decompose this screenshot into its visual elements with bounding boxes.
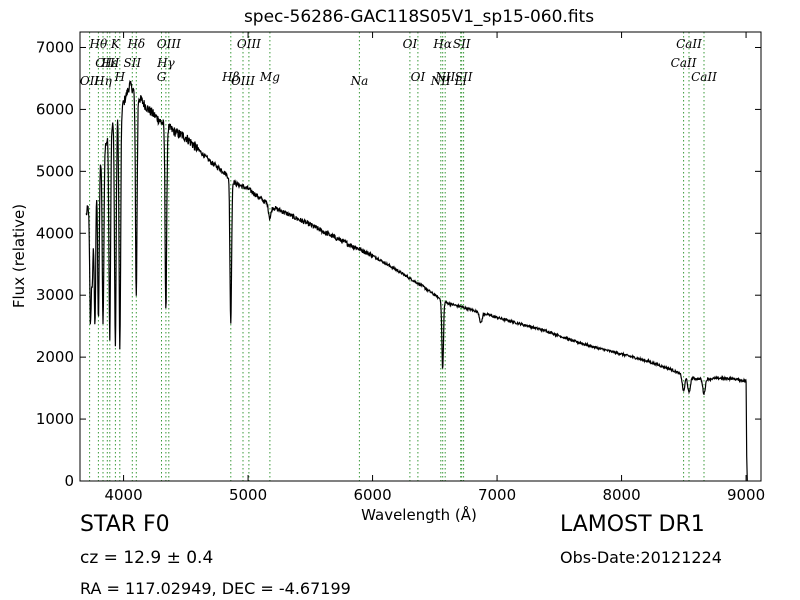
line-label-1: Hθ bbox=[89, 37, 108, 51]
line-label-8: Hδ bbox=[126, 37, 145, 51]
line-label-3: Hη bbox=[93, 74, 112, 88]
y-tick-label-1: 1000 bbox=[36, 410, 74, 428]
line-label-25: CaII bbox=[671, 56, 697, 70]
x-tick-label-0: 4000 bbox=[104, 486, 142, 504]
y-axis-label: Flux (relative) bbox=[10, 204, 28, 308]
x-axis-label: Wavelength (Å) bbox=[361, 505, 477, 524]
line-label-17: OI bbox=[403, 37, 418, 51]
survey-name: LAMOST DR1 bbox=[560, 512, 705, 537]
line-label-7: SII bbox=[123, 56, 141, 70]
spectral-line-markers bbox=[89, 32, 705, 481]
line-label-19: NII bbox=[430, 74, 451, 88]
line-label-27: CaII bbox=[691, 70, 717, 84]
line-label-4: Hε bbox=[100, 56, 118, 70]
chart-title: spec-56286-GAC118S05V1_sp15-060.fits bbox=[244, 7, 594, 27]
x-tick-label-3: 7000 bbox=[478, 486, 516, 504]
line-label-9: G bbox=[157, 70, 167, 84]
y-tick-label-7: 7000 bbox=[36, 38, 74, 56]
x-tick-label-5: 9000 bbox=[727, 486, 765, 504]
line-label-18: OI bbox=[411, 70, 426, 84]
line-label-16: Na bbox=[350, 74, 369, 88]
line-label-6: H bbox=[114, 70, 126, 84]
y-tick-label-5: 5000 bbox=[36, 162, 74, 180]
plot-frame bbox=[79, 31, 762, 482]
ra-dec-coordinates: RA = 117.02949, DEC = -4.67199 bbox=[80, 579, 351, 598]
object-class: STAR F0 bbox=[80, 512, 170, 537]
line-label-10: Hγ bbox=[156, 56, 175, 70]
line-label-20: Hα bbox=[432, 37, 452, 51]
line-label-0: OII bbox=[80, 74, 100, 88]
line-label-22: Li bbox=[454, 74, 467, 88]
line-label-21: NII bbox=[434, 70, 455, 84]
axis-ticks: 4000 5000 6000 7000 8000 9000 0 1000 2000 3000 400… bbox=[36, 32, 765, 504]
x-tick-label-2: 6000 bbox=[353, 486, 391, 504]
y-tick-label-0: 0 bbox=[64, 472, 74, 490]
redshift-cz: cz = 12.9 ± 0.4 bbox=[80, 548, 214, 568]
line-label-12: Hβ bbox=[221, 70, 239, 84]
line-label-5: K bbox=[110, 37, 121, 51]
x-tick-label-4: 8000 bbox=[602, 486, 640, 504]
line-label-14: OIII bbox=[237, 37, 261, 51]
y-tick-label-2: 2000 bbox=[36, 348, 74, 366]
line-label-23: SII bbox=[453, 37, 471, 51]
line-label-13: OIII bbox=[231, 74, 255, 88]
line-label-15: Mg bbox=[259, 70, 280, 84]
y-tick-label-3: 3000 bbox=[36, 286, 74, 304]
observation-date: Obs-Date:20121224 bbox=[560, 548, 722, 567]
line-label-26: CaII bbox=[676, 37, 702, 51]
y-tick-label-6: 6000 bbox=[36, 100, 74, 118]
line-label-24: SII bbox=[455, 70, 473, 84]
y-tick-label-4: 4000 bbox=[36, 224, 74, 242]
x-tick-label-1: 5000 bbox=[229, 486, 267, 504]
line-label-11: OIII bbox=[157, 37, 181, 51]
line-label-2: OIII bbox=[95, 56, 119, 70]
spectrum-line bbox=[85, 79, 748, 482]
